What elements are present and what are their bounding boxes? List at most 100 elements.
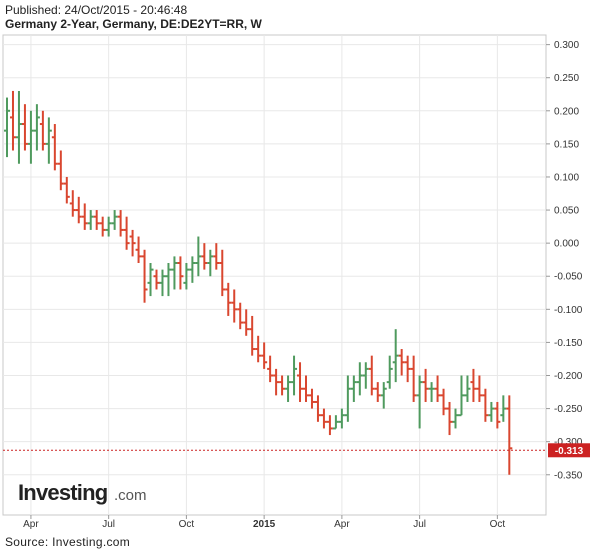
ohlc-bar — [285, 375, 292, 402]
ohlc-bar — [458, 375, 465, 417]
y-tick-label: 0.150 — [554, 139, 579, 150]
ohlc-bar — [177, 256, 184, 290]
y-axis: 0.300 0.250 0.200 0.150 0.100 0.050 0.000 -0.05… — [546, 40, 583, 481]
y-tick-label: -0.100 — [554, 305, 583, 316]
ohlc-bar — [135, 236, 142, 263]
ohlc-bar — [63, 176, 70, 204]
ohlc-bar — [422, 368, 429, 402]
investing-logo: Investing .com — [18, 480, 147, 505]
ohlc-bar — [332, 415, 339, 430]
ohlc-bar — [416, 375, 423, 429]
logo-suffix: .com — [114, 487, 147, 504]
ohlc-bar — [303, 375, 309, 402]
ohlc-bar — [129, 229, 136, 257]
current-value-marker: -0.313 — [3, 443, 590, 458]
ohlc-bar — [213, 243, 220, 270]
ohlc-bar — [147, 263, 154, 297]
ohlc-bar — [506, 395, 513, 475]
ohlc-bar — [153, 269, 160, 290]
ohlc-bars — [4, 90, 513, 475]
ohlc-bar — [326, 415, 333, 436]
ohlc-bar — [171, 256, 178, 290]
ohlc-bar — [195, 236, 202, 277]
ohlc-bar — [81, 203, 88, 230]
ohlc-bar — [500, 395, 507, 422]
ohlc-bar — [15, 90, 22, 164]
x-tick-label: Oct — [179, 519, 195, 530]
ohlc-bar — [39, 110, 46, 151]
current-value-label: -0.313 — [555, 446, 584, 457]
y-tick-label: 0.300 — [554, 40, 579, 51]
ohlc-bar — [93, 210, 100, 230]
y-tick-label: -0.150 — [554, 338, 583, 349]
ohlc-bar — [105, 216, 112, 237]
ohlc-bar — [75, 196, 82, 224]
x-tick-label: Apr — [334, 519, 350, 530]
ohlc-bar — [488, 401, 495, 422]
ohlc-bar — [33, 104, 40, 151]
y-tick-label: -0.350 — [554, 470, 583, 481]
ohlc-bar — [225, 282, 232, 316]
x-tick-label: 2015 — [253, 519, 276, 530]
y-tick-label: -0.300 — [554, 437, 583, 448]
ohlc-bar — [87, 210, 94, 230]
ohlc-bar — [159, 269, 166, 297]
ohlc-bar — [398, 349, 405, 376]
ohlc-bar — [165, 263, 172, 297]
published-timestamp: Published: 24/Oct/2015 - 20:46:48 — [5, 3, 188, 17]
ohlc-bar — [183, 263, 190, 290]
ohlc-bar — [392, 329, 399, 383]
ohlc-bar — [207, 249, 214, 277]
ohlc-bar — [189, 256, 196, 283]
ohlc-bar — [374, 382, 381, 402]
ohlc-bar — [141, 249, 148, 303]
ohlc-bar — [297, 362, 304, 402]
y-tick-label: -0.050 — [554, 272, 583, 283]
ohlc-bar — [231, 289, 238, 323]
ohlc-bar — [219, 249, 226, 297]
ohlc-bar — [21, 104, 28, 151]
ohlc-bar — [338, 408, 345, 429]
x-axis: Apr Jul Oct 2015 Apr Jul Oct — [23, 515, 505, 530]
ohlc-bar — [249, 315, 256, 356]
ohlc-bar — [410, 355, 417, 402]
ohlc-bar — [279, 375, 286, 396]
ohlc-bar — [308, 388, 315, 409]
ohlc-bar — [482, 388, 489, 422]
y-tick-label: 0.000 — [554, 239, 579, 250]
x-tick-label: Oct — [490, 519, 506, 530]
ohlc-bar — [45, 117, 52, 164]
ohlc-bar — [9, 90, 16, 151]
ohlc-bar — [362, 362, 369, 389]
ohlc-bar — [440, 388, 447, 416]
ohlc-bar — [452, 408, 459, 429]
source-note: Source: Investing.com — [5, 535, 131, 549]
x-tick-label: Jul — [413, 519, 426, 530]
y-tick-label: 0.250 — [554, 73, 579, 84]
ohlc-bar — [470, 368, 477, 402]
x-tick-label: Apr — [23, 519, 39, 530]
ohlc-bar — [27, 110, 34, 164]
current-value-badge — [548, 443, 590, 458]
chart-title: Germany 2-Year, Germany, DE:DE2YT=RR, W — [5, 17, 262, 31]
y-tick-label: -0.200 — [554, 371, 583, 382]
ohlc-bar — [273, 368, 280, 396]
ohlc-bar — [476, 375, 483, 402]
ohlc-bar — [464, 375, 471, 402]
ohlc-bar — [380, 382, 387, 409]
ohlc-bar — [123, 216, 130, 250]
ohlc-bar — [428, 382, 435, 402]
ohlc-bar — [344, 375, 351, 422]
ohlc-bar — [267, 355, 274, 383]
ohlc-bar — [446, 401, 453, 436]
ohlc-bar — [201, 243, 208, 270]
ohlc-bar — [69, 190, 76, 217]
ohlc-bar — [356, 362, 363, 396]
y-tick-label: 0.100 — [554, 172, 579, 183]
x-tick-label: Jul — [102, 519, 115, 530]
ohlc-bar — [434, 375, 441, 402]
ohlc-bar — [111, 210, 118, 230]
ohlc-bar — [350, 375, 357, 402]
ohlc-bar — [314, 395, 321, 422]
ohlc-bar — [243, 309, 250, 336]
